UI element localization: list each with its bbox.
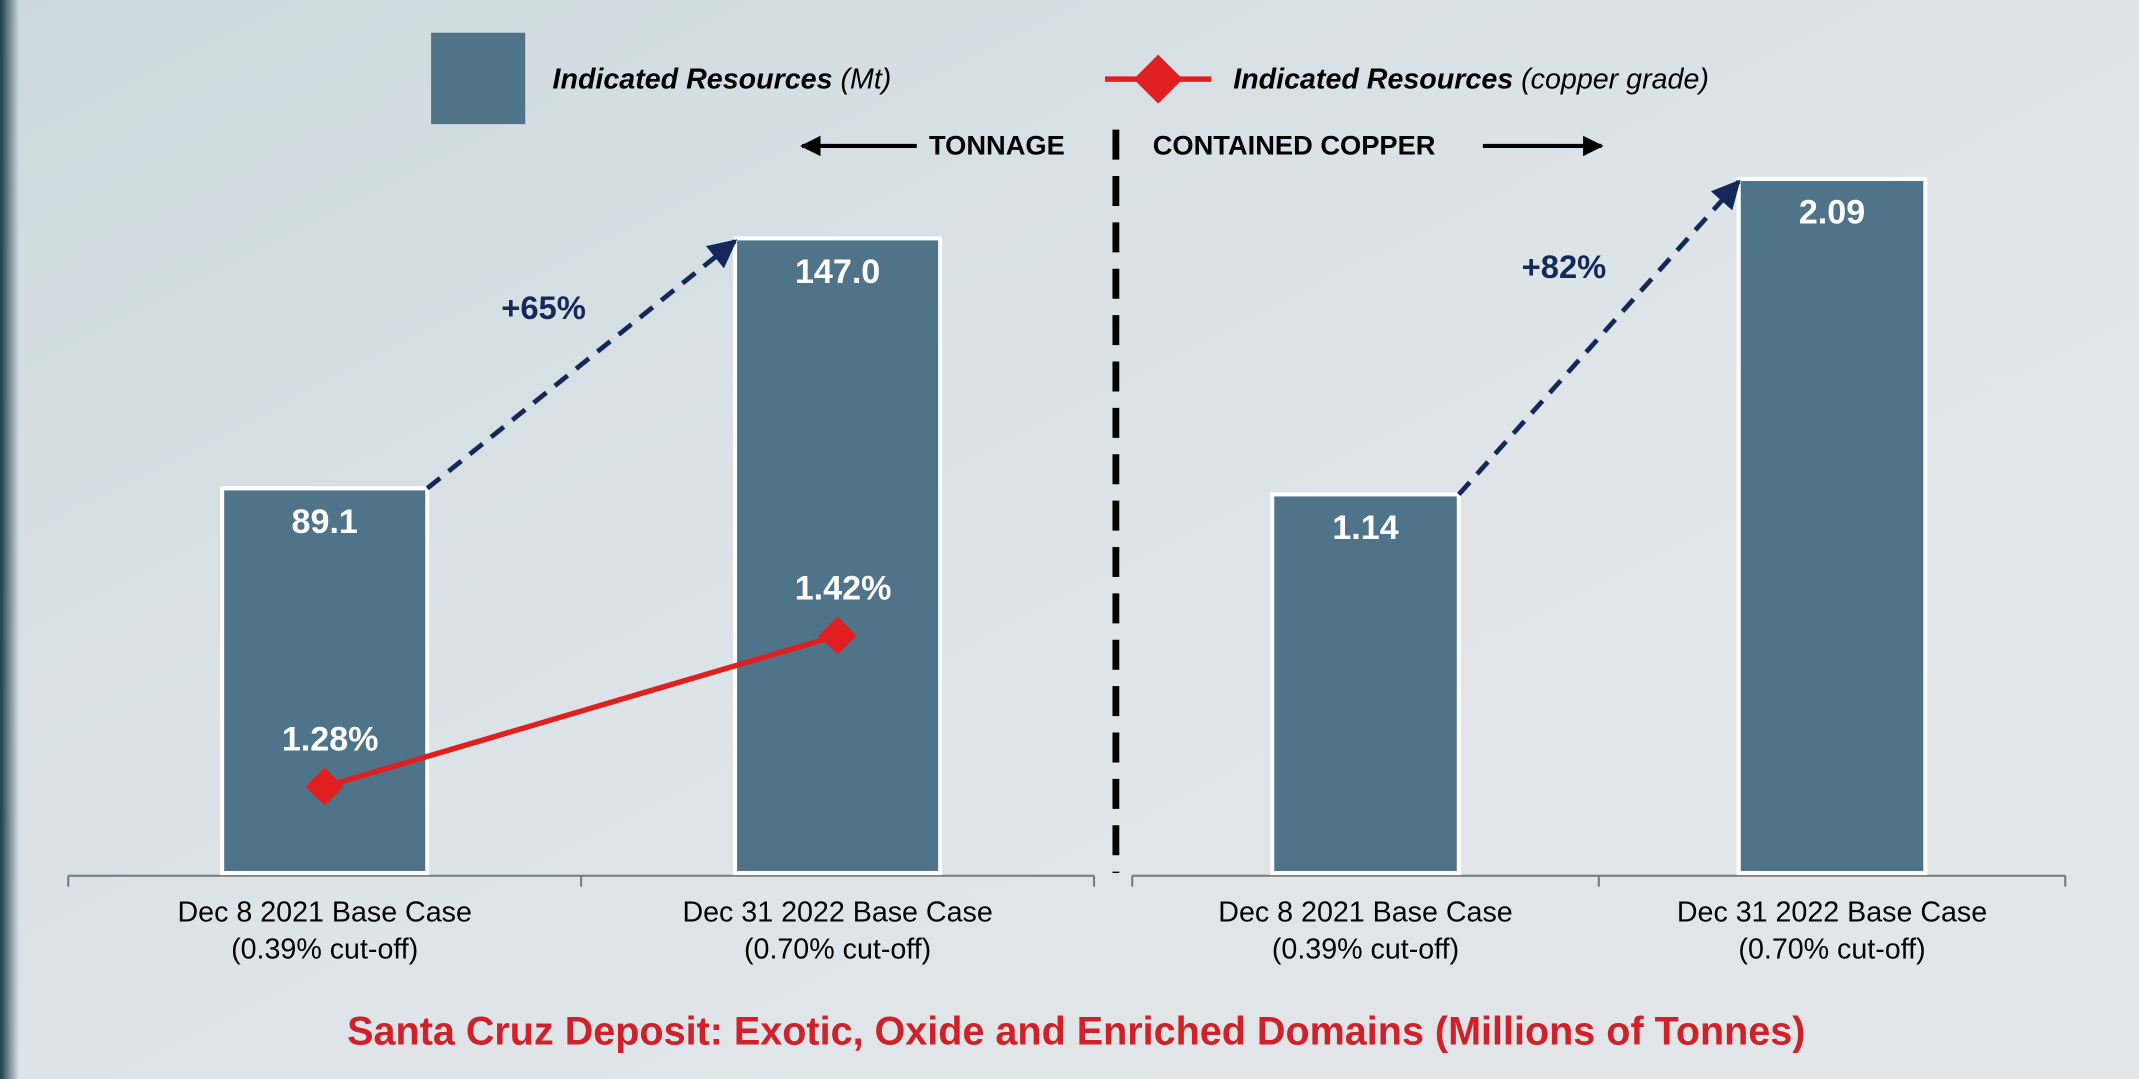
- annotation: +82%: [1522, 248, 1607, 285]
- data-label: 2.09: [1799, 193, 1865, 231]
- section-label: TONNAGE: [929, 130, 1065, 161]
- x-tick-label: Dec 31 2022 Base Case: [682, 897, 992, 929]
- x-tick-label: (0.39% cut-off): [231, 933, 418, 965]
- x-tick-label: (0.70% cut-off): [744, 933, 931, 965]
- legend-name: Indicated Resources: [553, 63, 833, 95]
- x-tick-label: Dec 8 2021 Base Case: [1218, 897, 1512, 929]
- annotation: +65%: [501, 289, 586, 326]
- x-tick-label: (0.70% cut-off): [1738, 933, 1925, 965]
- background-edge: [0, 0, 19, 1079]
- x-tick-label: (0.39% cut-off): [1272, 933, 1459, 965]
- data-label: 89.1: [292, 503, 358, 541]
- data-label: 1.28%: [282, 721, 379, 759]
- data-label: 1.42%: [795, 570, 892, 608]
- x-tick-label: Dec 8 2021 Base Case: [178, 897, 472, 929]
- legend-label: Indicated Resources (copper grade): [1233, 63, 1709, 95]
- chart: TONNAGE CONTAINED COPPER Santa Cruz Depo…: [0, 0, 2139, 1079]
- chart-title: Santa Cruz Deposit: Exotic, Oxide and En…: [347, 1009, 1805, 1053]
- legend-name: Indicated Resources: [1233, 63, 1513, 95]
- legend-swatch: [431, 33, 525, 124]
- bar: [1739, 179, 1926, 873]
- legend-label: Indicated Resources (Mt): [553, 63, 892, 95]
- bar: [222, 488, 427, 873]
- data-label: 1.14: [1332, 509, 1398, 547]
- legend-unit: (Mt): [840, 63, 891, 95]
- legend-unit: (copper grade): [1521, 63, 1709, 95]
- bar: [1272, 494, 1459, 873]
- section-label: CONTAINED COPPER: [1153, 130, 1436, 161]
- data-label: 147.0: [795, 253, 880, 291]
- bar: [735, 238, 940, 873]
- x-tick-label: Dec 31 2022 Base Case: [1677, 897, 1987, 929]
